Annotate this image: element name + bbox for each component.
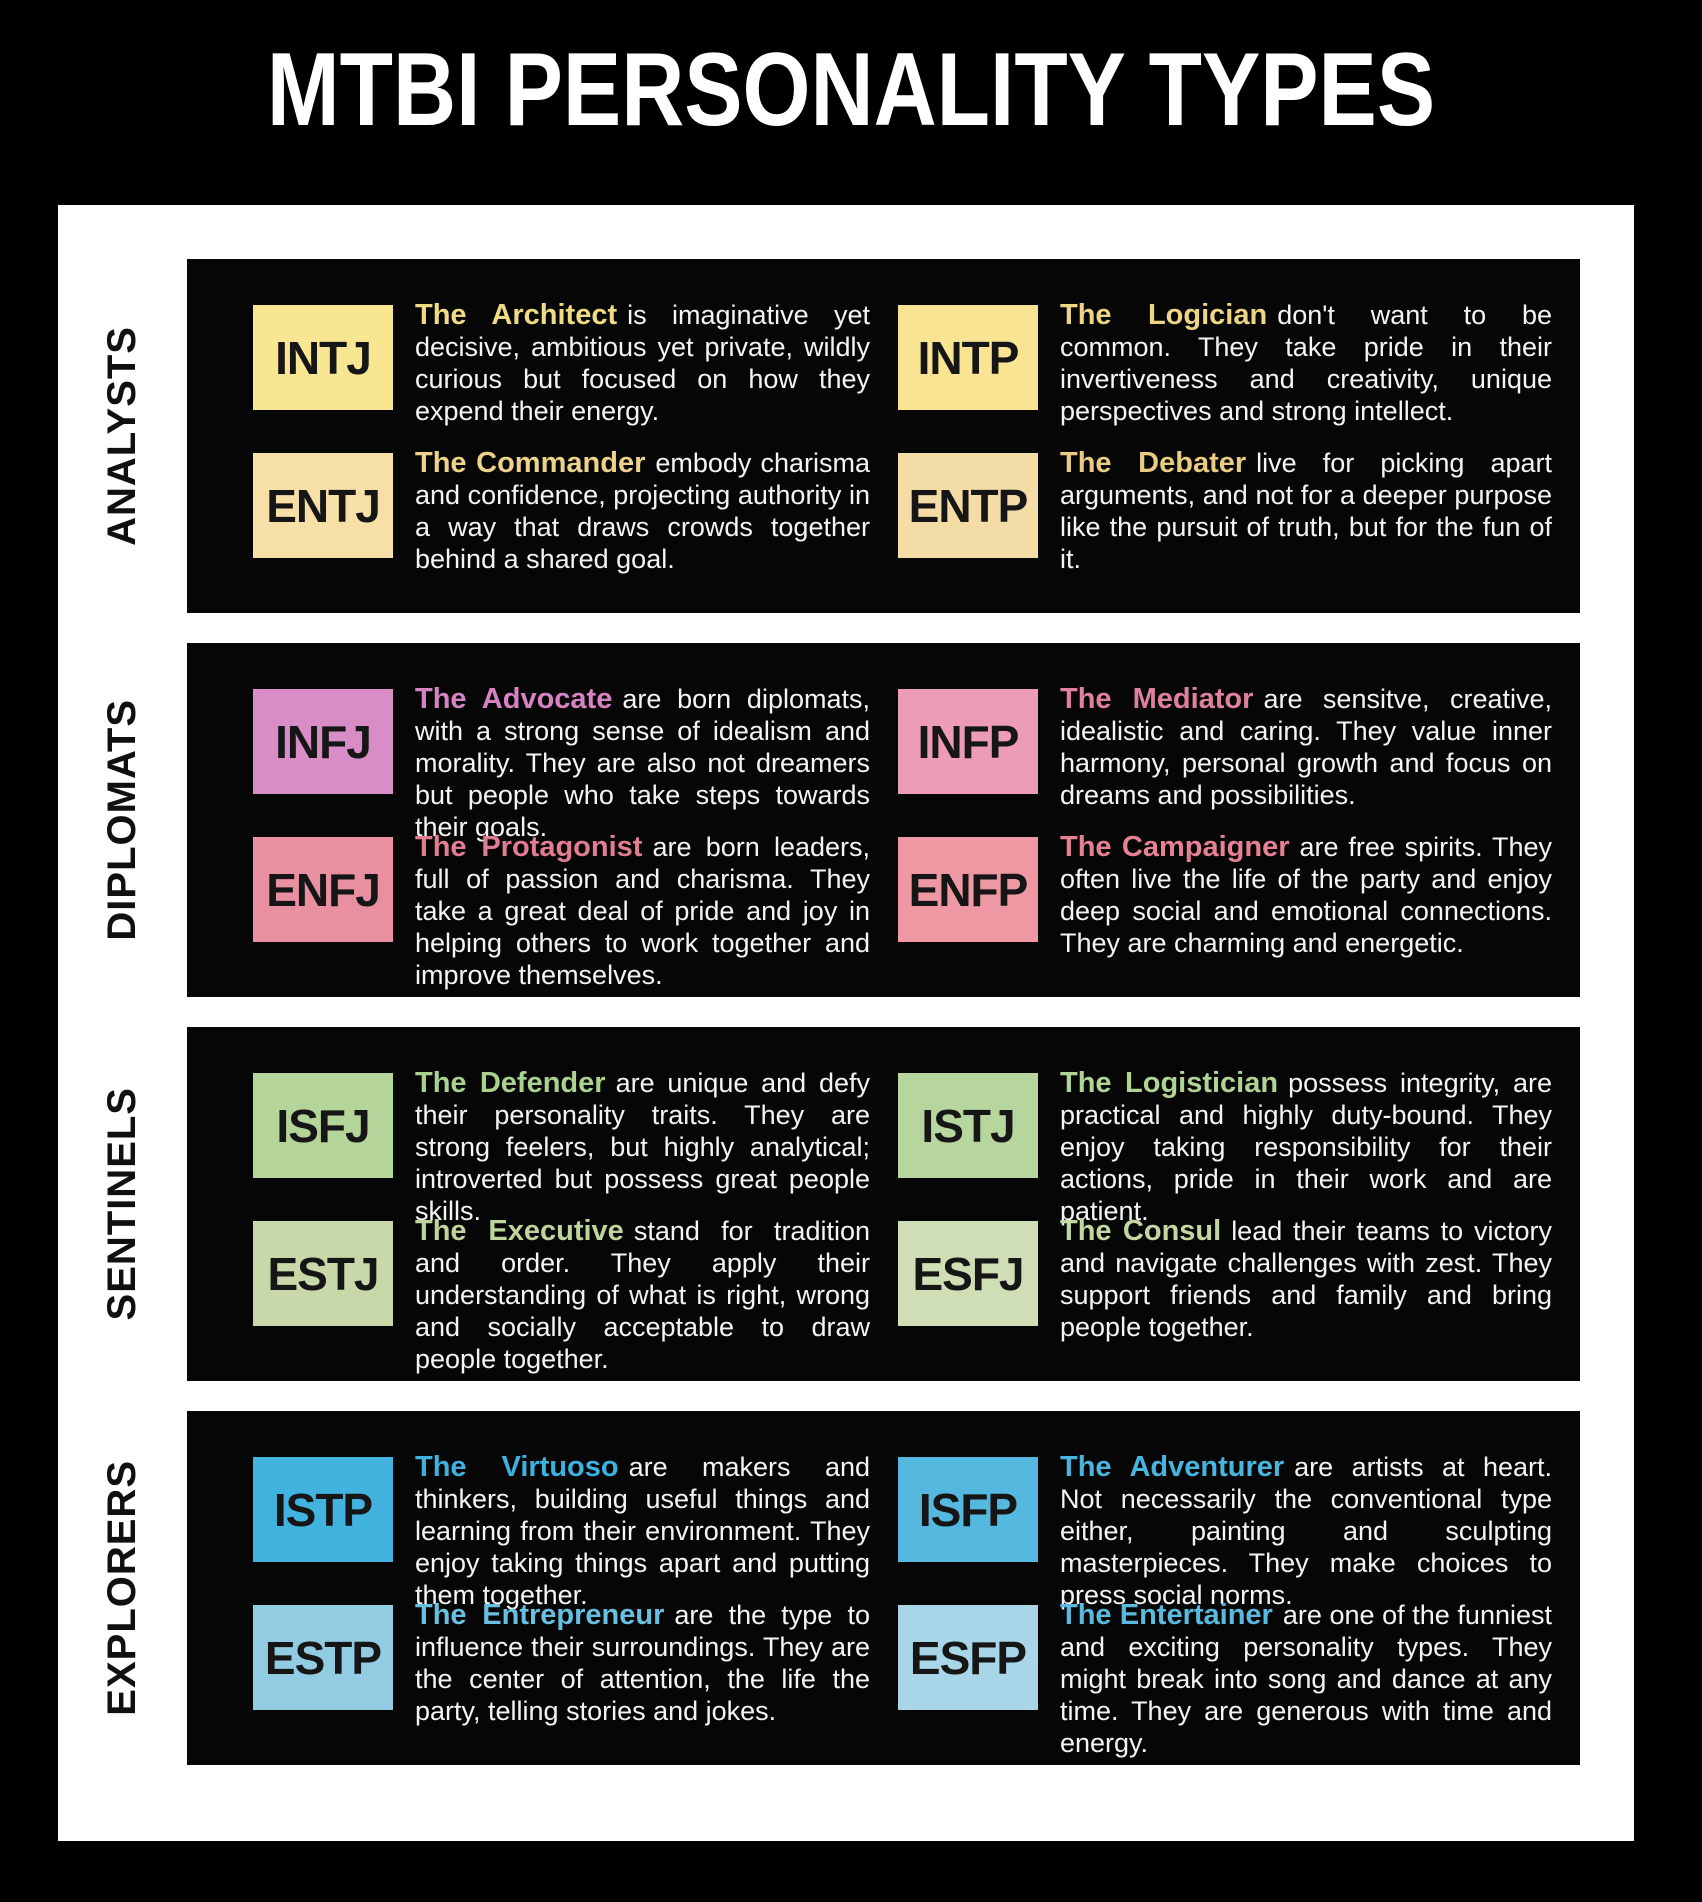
type-name-estp: The Entrepreneur — [415, 1599, 665, 1631]
type-name-intp: The Logician — [1060, 299, 1268, 331]
type-name-estj: The Executive — [415, 1215, 624, 1247]
type-name-infj: The Advocate — [415, 683, 613, 715]
type-name-enfp: The Campaigner — [1060, 831, 1290, 863]
section-row-sentinels: SENTINELS ISFJ The Defender are unique an… — [58, 1027, 1580, 1381]
type-name-infp: The Mediator — [1060, 683, 1254, 715]
section-gutter: EXPLORERS — [58, 1411, 187, 1765]
type-name-istp: The Virtuoso — [415, 1451, 619, 1483]
type-card-infj: INFJ The Advocate are born diplomats, wit… — [253, 683, 880, 842]
type-description-entp: The Debater live for picking apart argume… — [1060, 447, 1552, 575]
type-name-esfp: The Entertainer — [1060, 1599, 1273, 1631]
section-panel-sentinels: ISFJ The Defender are unique and defy the… — [187, 1027, 1580, 1381]
type-badge-istp: ISTP — [253, 1457, 393, 1562]
type-badge-isfp: ISFP — [898, 1457, 1038, 1562]
type-description-intj: The Architect is imaginative yet decisive… — [415, 299, 870, 427]
type-card-enfp: ENFP The Campaigner are free spirits. The… — [880, 831, 1552, 991]
content-frame: ANALYSTS INTJ The Architect is imaginativ… — [58, 205, 1634, 1841]
type-description-text: are born diplomats, with a strong sense … — [415, 684, 870, 842]
type-card-estj: ESTJ The Executive stand for tradition an… — [253, 1215, 880, 1375]
section-gutter: ANALYSTS — [58, 259, 187, 613]
type-name-intj: The Architect — [415, 299, 618, 331]
section-panel-diplomats: INFJ The Advocate are born diplomats, wit… — [187, 643, 1580, 997]
type-description-text: possess integrity, are practical and hig… — [1060, 1068, 1552, 1226]
section-panel-analysts: INTJ The Architect is imaginative yet dec… — [187, 259, 1580, 613]
type-card-intj: INTJ The Architect is imaginative yet dec… — [253, 299, 880, 447]
type-description-istj: The Logistician possess integrity, are pr… — [1060, 1067, 1552, 1227]
section-row-explorers: EXPLORERS ISTP The Virtuoso are makers an… — [58, 1411, 1580, 1765]
type-name-isfj: The Defender — [415, 1067, 606, 1099]
type-card-intp: INTP The Logician don't want to be common… — [880, 299, 1552, 447]
type-description-text: embody charisma and confidence, projecti… — [415, 448, 870, 574]
type-description-text: are sensitve, creative, idealistic and c… — [1060, 684, 1552, 810]
type-description-istp: The Virtuoso are makers and thinkers, bui… — [415, 1451, 870, 1611]
type-description-enfp: The Campaigner are free spirits. They oft… — [1060, 831, 1552, 959]
type-card-isfj: ISFJ The Defender are unique and defy the… — [253, 1067, 880, 1226]
section-label-analysts: ANALYSTS — [100, 326, 144, 546]
type-badge-esfp: ESFP — [898, 1605, 1038, 1710]
type-description-estp: The Entrepreneur are the type to influenc… — [415, 1599, 870, 1727]
type-description-text: stand for tradition and order. They appl… — [415, 1216, 870, 1374]
type-description-intp: The Logician don't want to be common. The… — [1060, 299, 1552, 427]
section-gutter: DIPLOMATS — [58, 643, 187, 997]
type-description-infp: The Mediator are sensitve, creative, idea… — [1060, 683, 1552, 811]
type-card-esfj: ESFJ The Consul lead their teams to victo… — [880, 1215, 1552, 1375]
type-badge-infj: INFJ — [253, 689, 393, 794]
type-badge-enfp: ENFP — [898, 837, 1038, 942]
type-name-istj: The Logistician — [1060, 1067, 1279, 1099]
type-description-text: are one of the funniest and exciting per… — [1060, 1600, 1553, 1758]
type-description-text: live for picking apart arguments, and no… — [1060, 448, 1552, 574]
type-description-text: are artists at heart. Not necessarily th… — [1060, 1452, 1552, 1610]
type-description-text: are free spirits. They often live the li… — [1060, 832, 1552, 958]
type-card-infp: INFP The Mediator are sensitve, creative,… — [880, 683, 1552, 831]
type-card-isfp: ISFP The Adventurer are artists at heart.… — [880, 1451, 1552, 1610]
type-badge-infp: INFP — [898, 689, 1038, 794]
type-description-entj: The Commander embody charisma and confide… — [415, 447, 870, 575]
type-description-isfp: The Adventurer are artists at heart. Not … — [1060, 1451, 1552, 1611]
type-badge-entj: ENTJ — [253, 453, 393, 558]
type-badge-estp: ESTP — [253, 1605, 393, 1710]
type-card-esfp: ESFP The Entertainer are one of the funni… — [880, 1599, 1552, 1759]
section-label-diplomats: DIPLOMATS — [100, 699, 144, 941]
type-description-text: are makers and thinkers, building useful… — [415, 1452, 870, 1610]
section-label-sentinels: SENTINELS — [100, 1087, 144, 1321]
type-description-text: are unique and defy their personality tr… — [415, 1068, 870, 1226]
type-description-text: don't want to be common. They take pride… — [1060, 300, 1552, 426]
type-badge-intp: INTP — [898, 305, 1038, 410]
section-row-diplomats: DIPLOMATS INFJ The Advocate are born dipl… — [58, 643, 1580, 997]
type-description-esfp: The Entertainer are one of the funniest a… — [1060, 1599, 1552, 1759]
section-gutter: SENTINELS — [58, 1027, 187, 1381]
type-description-esfj: The Consul lead their teams to victory an… — [1060, 1215, 1552, 1343]
type-badge-enfj: ENFJ — [253, 837, 393, 942]
type-card-istj: ISTJ The Logistician possess integrity, a… — [880, 1067, 1552, 1226]
type-name-enfj: The Protagonist — [415, 831, 643, 863]
type-name-entj: The Commander — [415, 447, 646, 479]
type-description-text: are born leaders, full of passion and ch… — [415, 832, 871, 990]
type-badge-isfj: ISFJ — [253, 1073, 393, 1178]
section-row-analysts: ANALYSTS INTJ The Architect is imaginativ… — [58, 259, 1580, 613]
type-description-infj: The Advocate are born diplomats, with a s… — [415, 683, 870, 843]
type-card-istp: ISTP The Virtuoso are makers and thinkers… — [253, 1451, 880, 1610]
type-description-text: is imaginative yet decisive, ambitious y… — [415, 300, 870, 426]
type-name-entp: The Debater — [1060, 447, 1247, 479]
type-badge-entp: ENTP — [898, 453, 1038, 558]
type-badge-intj: INTJ — [253, 305, 393, 410]
page-title: MTBI PERSONALITY TYPES — [266, 32, 1436, 148]
type-description-text: lead their teams to victory and navigate… — [1060, 1216, 1552, 1342]
type-name-isfp: The Adventurer — [1060, 1451, 1285, 1483]
section-panel-explorers: ISTP The Virtuoso are makers and thinkers… — [187, 1411, 1580, 1765]
type-card-enfj: ENFJ The Protagonist are born leaders, fu… — [253, 831, 880, 991]
type-badge-estj: ESTJ — [253, 1221, 393, 1326]
type-badge-esfj: ESFJ — [898, 1221, 1038, 1326]
type-description-isfj: The Defender are unique and defy their pe… — [415, 1067, 870, 1227]
type-card-entp: ENTP The Debater live for picking apart a… — [880, 447, 1552, 603]
type-description-enfj: The Protagonist are born leaders, full of… — [415, 831, 870, 991]
type-card-estp: ESTP The Entrepreneur are the type to inf… — [253, 1599, 880, 1759]
type-badge-istj: ISTJ — [898, 1073, 1038, 1178]
section-label-explorers: EXPLORERS — [100, 1460, 144, 1716]
type-description-text: are the type to influence their surround… — [415, 1600, 870, 1726]
type-card-entj: ENTJ The Commander embody charisma and co… — [253, 447, 880, 603]
type-description-estj: The Executive stand for tradition and ord… — [415, 1215, 870, 1375]
type-name-esfj: The Consul — [1060, 1215, 1222, 1247]
